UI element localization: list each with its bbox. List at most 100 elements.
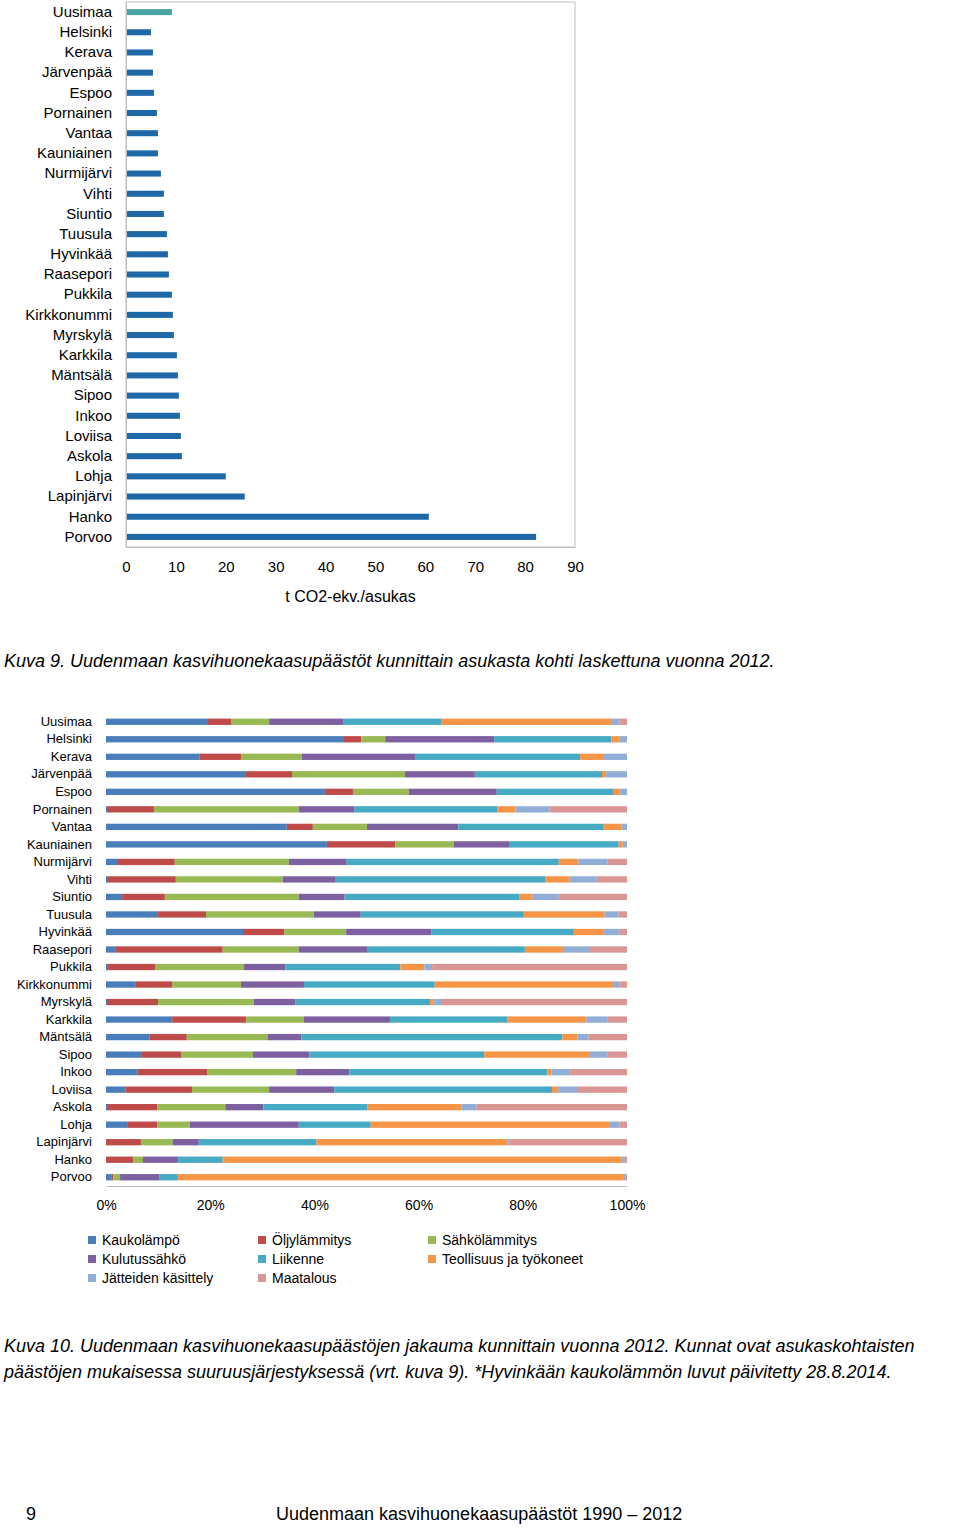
bar xyxy=(126,110,157,116)
bar-segment xyxy=(106,1069,137,1075)
category-label: Askola xyxy=(53,1099,93,1114)
x-tick-label: 10 xyxy=(168,558,185,575)
bar-segment xyxy=(165,894,299,900)
bar-segment xyxy=(106,719,207,725)
bar-segment xyxy=(263,1104,367,1110)
x-tick: 50 xyxy=(368,547,385,575)
y-tick: Askola xyxy=(67,447,126,464)
bar-segment xyxy=(106,999,107,1005)
x-tick-label: 90 xyxy=(567,558,584,575)
y-tick: Porvoo xyxy=(64,528,126,545)
x-tick-label: 50 xyxy=(368,558,385,575)
bar-segment xyxy=(547,1069,551,1075)
category-label: Raasepori xyxy=(44,265,112,282)
bar-segment xyxy=(142,1051,181,1057)
bar-segment xyxy=(612,719,620,725)
x-tick: 60% xyxy=(405,1186,433,1213)
bar-segment xyxy=(106,1139,141,1145)
x-tick: 20 xyxy=(218,547,235,575)
x-axis-line xyxy=(127,547,576,548)
bar-segment xyxy=(507,1016,586,1022)
bar-segment xyxy=(400,964,424,970)
bar-segment xyxy=(106,964,108,970)
bar-segment xyxy=(268,1034,302,1040)
bar-segment xyxy=(368,1104,462,1110)
bar-segment xyxy=(570,876,597,882)
bar-segment xyxy=(619,736,627,742)
y-tick: Loviisa xyxy=(52,1082,106,1097)
category-label: Kerava xyxy=(64,43,112,60)
x-tick-label: 80% xyxy=(509,1197,537,1213)
legend-swatch xyxy=(258,1274,266,1282)
marks xyxy=(106,719,627,1181)
bar-segment xyxy=(353,789,409,795)
category-label: Kirkkonummi xyxy=(17,977,92,992)
bar-segment xyxy=(343,736,361,742)
bar-segment xyxy=(367,946,525,952)
bar-segment xyxy=(116,946,223,952)
bar-segment xyxy=(597,876,627,882)
legend-item: Liikenne xyxy=(258,1251,324,1267)
bar-segment xyxy=(475,771,602,777)
bar-segment xyxy=(137,1069,207,1075)
y-tick: Kerava xyxy=(64,43,126,60)
legend-swatch xyxy=(428,1255,436,1263)
category-label: Raasepori xyxy=(33,942,92,957)
bar-segment xyxy=(150,1034,187,1040)
category-label: Lohja xyxy=(60,1117,93,1132)
y-tick: Tuusula xyxy=(59,225,126,242)
bar-segment xyxy=(619,911,627,917)
y-tick: Lapinjärvi xyxy=(48,487,126,504)
bar-segment xyxy=(343,719,441,725)
bar xyxy=(126,130,158,136)
category-label: Loviisa xyxy=(52,1082,93,1097)
bar-segment xyxy=(602,771,606,777)
category-label: Askola xyxy=(67,447,113,464)
bar-segment xyxy=(559,859,579,865)
bar xyxy=(126,332,174,338)
y-tick: Helsinki xyxy=(46,731,106,746)
bar-segment xyxy=(590,1051,607,1057)
y-tick: Lohja xyxy=(75,467,126,484)
bar-segment xyxy=(207,719,231,725)
x-tick: 40% xyxy=(301,1186,329,1213)
bar-segment xyxy=(622,1157,625,1163)
legend-label: Liikenne xyxy=(272,1251,324,1267)
legend-swatch xyxy=(258,1255,266,1263)
legend: KaukolämpöÖljylämmitysSähkölämmitysKulut… xyxy=(88,1231,583,1286)
bar-segment xyxy=(106,1104,107,1110)
bar-segment xyxy=(613,981,620,987)
bar-segment xyxy=(120,1174,159,1180)
bar-segment xyxy=(620,719,627,725)
bar-segment xyxy=(409,789,497,795)
y-tick: Lapinjärvi xyxy=(36,1134,106,1149)
bar-segment xyxy=(607,1016,627,1022)
y-tick: Raasepori xyxy=(33,942,106,957)
category-label: Vantaa xyxy=(52,819,93,834)
legend-swatch xyxy=(258,1236,266,1244)
y-tick: Järvenpää xyxy=(31,766,106,781)
bar-segment xyxy=(314,911,361,917)
y-tick: Siuntio xyxy=(52,889,106,904)
category-label: Myrskylä xyxy=(53,326,113,343)
bar-segment xyxy=(133,1157,143,1163)
bar-segment xyxy=(187,1034,268,1040)
bar-segment xyxy=(432,964,627,970)
bar-segment xyxy=(346,929,431,935)
y-tick: Uusimaa xyxy=(41,714,106,729)
bar-segment xyxy=(176,876,283,882)
bar-segment xyxy=(497,806,515,812)
category-label: Kauniainen xyxy=(37,144,112,161)
bar-segment xyxy=(327,841,395,847)
bar-segment xyxy=(606,771,627,777)
bar-segment xyxy=(607,1051,627,1057)
legend-item: Jätteiden käsittely xyxy=(88,1270,213,1286)
y-tick: Vantaa xyxy=(52,819,106,834)
bar-segment xyxy=(546,876,570,882)
bar-segment xyxy=(143,1157,178,1163)
y-tick: Tuusula xyxy=(46,907,106,922)
y-tick: Sipoo xyxy=(59,1047,106,1062)
category-label: Uusimaa xyxy=(53,3,113,20)
bar-segment xyxy=(558,1086,577,1092)
x-tick-label: 40% xyxy=(301,1197,329,1213)
